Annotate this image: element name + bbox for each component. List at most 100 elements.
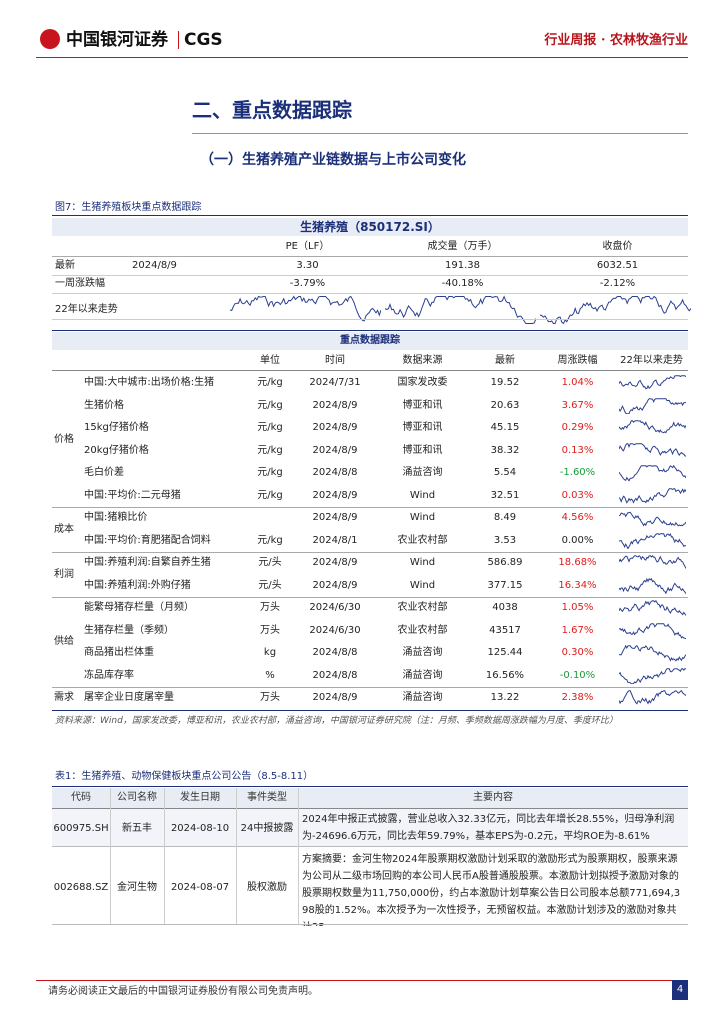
tracking-cell: 2024/8/9: [312, 444, 358, 456]
table-cell: 新五丰: [122, 823, 152, 834]
index-value: 6032.51: [596, 260, 639, 271]
sparkline: [619, 375, 686, 390]
sparkline-path: [619, 690, 686, 705]
sparkline-path: [619, 645, 686, 662]
tracking-cell: 19.52: [490, 377, 520, 388]
rule: [52, 507, 688, 508]
rule: [52, 924, 688, 925]
tracking-cell: 2024/6/30: [309, 624, 361, 636]
tracking-cell: Wind: [409, 489, 436, 501]
indicator-name: 15kg仔猪价格: [84, 422, 149, 433]
index-column: 收盘价: [602, 241, 633, 252]
weekly-change: 4.56%: [561, 512, 594, 523]
tracking-cell: 43517: [489, 624, 521, 636]
table-cell: 2024-08-10: [170, 823, 230, 834]
rule: [52, 786, 688, 787]
col-rule: [164, 788, 165, 924]
weekly-change: 0.13%: [561, 444, 594, 456]
table-column: 发生日期: [180, 792, 220, 803]
tracking-cell: 涌益咨询: [402, 467, 443, 478]
tracking-column: 周涨跌幅: [557, 355, 598, 366]
logo-en: CGS: [184, 30, 223, 50]
table-content: 2024年中报正式披露，营业总收入32.33亿元，同比去年增长28.55%，归母…: [302, 814, 675, 842]
sparkline-path: [619, 555, 686, 569]
table-column: 公司名称: [117, 792, 157, 803]
index-column: PE（LF）: [285, 241, 330, 252]
col-rule: [298, 788, 299, 924]
tracking-cell: %: [265, 669, 275, 681]
sparkline-path: [619, 465, 686, 482]
sparkline: [619, 577, 686, 594]
weekly-change: 0.03%: [561, 489, 594, 501]
tracking-cell: 元/kg: [257, 422, 283, 433]
sparkline: [619, 622, 686, 639]
tracking-cell: 16.56%: [485, 669, 525, 681]
tracking-cell: 8.49: [493, 512, 517, 523]
sparkline-path: [619, 622, 686, 639]
index-value: 191.38: [445, 260, 480, 271]
tracking-cell: 元/kg: [257, 534, 283, 546]
band: [52, 332, 688, 350]
sparkline: [619, 555, 686, 569]
tracking-cell: 32.51: [490, 489, 520, 501]
weekly-change: 0.30%: [561, 647, 594, 658]
index-column: 成交量（万手）: [427, 241, 498, 252]
tracking-cell: 2024/8/9: [312, 422, 358, 433]
sparkline-path: [619, 375, 686, 390]
sparkline: [619, 465, 686, 482]
group-name: 需求: [54, 692, 74, 704]
tracking-cell: 2024/8/9: [312, 692, 358, 703]
tracking-cell: 涌益咨询: [402, 647, 443, 658]
table-cell: 金河生物: [117, 882, 157, 893]
tracking-cell: 万头: [260, 602, 280, 613]
tracking-column: 数据来源: [402, 355, 443, 366]
sparkline-path: [619, 511, 686, 527]
tracking-column: 单位: [260, 355, 280, 366]
indicator-name: 毛白价差: [84, 467, 124, 478]
rule: [52, 597, 688, 598]
tracking-cell: 元/头: [258, 557, 282, 568]
weekly-change: 1.05%: [561, 602, 594, 613]
group-name: 成本: [54, 523, 74, 535]
tracking-column: 22年以来走势: [620, 355, 683, 366]
sparkline: [619, 532, 686, 549]
tracking-cell: 5.54: [493, 467, 517, 478]
indicator-name: 中国:养殖利润:自繁自养生猪: [84, 557, 211, 568]
footer-disclaimer: 请务必阅读正文最后的中国银河证券股份有限公司免责声明。: [48, 986, 318, 997]
index-value: -40.18%: [441, 278, 484, 289]
group-name: 价格: [54, 433, 74, 445]
rule: [52, 808, 688, 809]
indicator-name: 生猪存栏量（季频）: [84, 624, 174, 636]
indicator-name: 屠宰企业日度屠宰量: [84, 692, 174, 703]
sparkline: [619, 397, 686, 414]
indicator-name: 商品猪出栏体重: [84, 647, 154, 658]
tracking-cell: 2024/8/9: [312, 512, 358, 523]
indicator-name: 中国:平均价:二元母猪: [84, 489, 181, 501]
weekly-change: 3.67%: [561, 399, 594, 411]
sparkline-path: [619, 577, 686, 594]
table-cell: 股权激励: [247, 882, 287, 893]
logo-sep: [178, 31, 179, 49]
index-title: 生猪养殖（850172.SI）: [300, 220, 440, 234]
sparkline: [619, 487, 686, 504]
tracking-cell: 586.89: [487, 557, 523, 568]
indicator-name: 能繁母猪存栏量（月频）: [84, 602, 194, 613]
tracking-cell: 涌益咨询: [402, 669, 443, 681]
index-value: -3.79%: [289, 278, 326, 289]
col-rule: [236, 788, 237, 924]
table-cell: 600975.SH: [53, 823, 109, 834]
rule: [52, 709, 688, 711]
sparkline: [385, 295, 536, 324]
rule: [52, 256, 688, 257]
index-row-label: 22年以来走势: [55, 304, 118, 315]
tracking-cell: 4038: [492, 602, 518, 613]
rule: [52, 687, 688, 688]
tracking-cell: 元/头: [258, 579, 282, 591]
rule: [192, 133, 688, 134]
subsection-title: （一）生猪养殖产业链数据与上市公司变化: [200, 152, 466, 168]
group-name: 利润: [54, 568, 74, 580]
logo-text: 中国银河证券: [66, 30, 168, 50]
tracking-title: 重点数据跟踪: [340, 335, 400, 346]
tracking-cell: 20.63: [490, 399, 520, 411]
